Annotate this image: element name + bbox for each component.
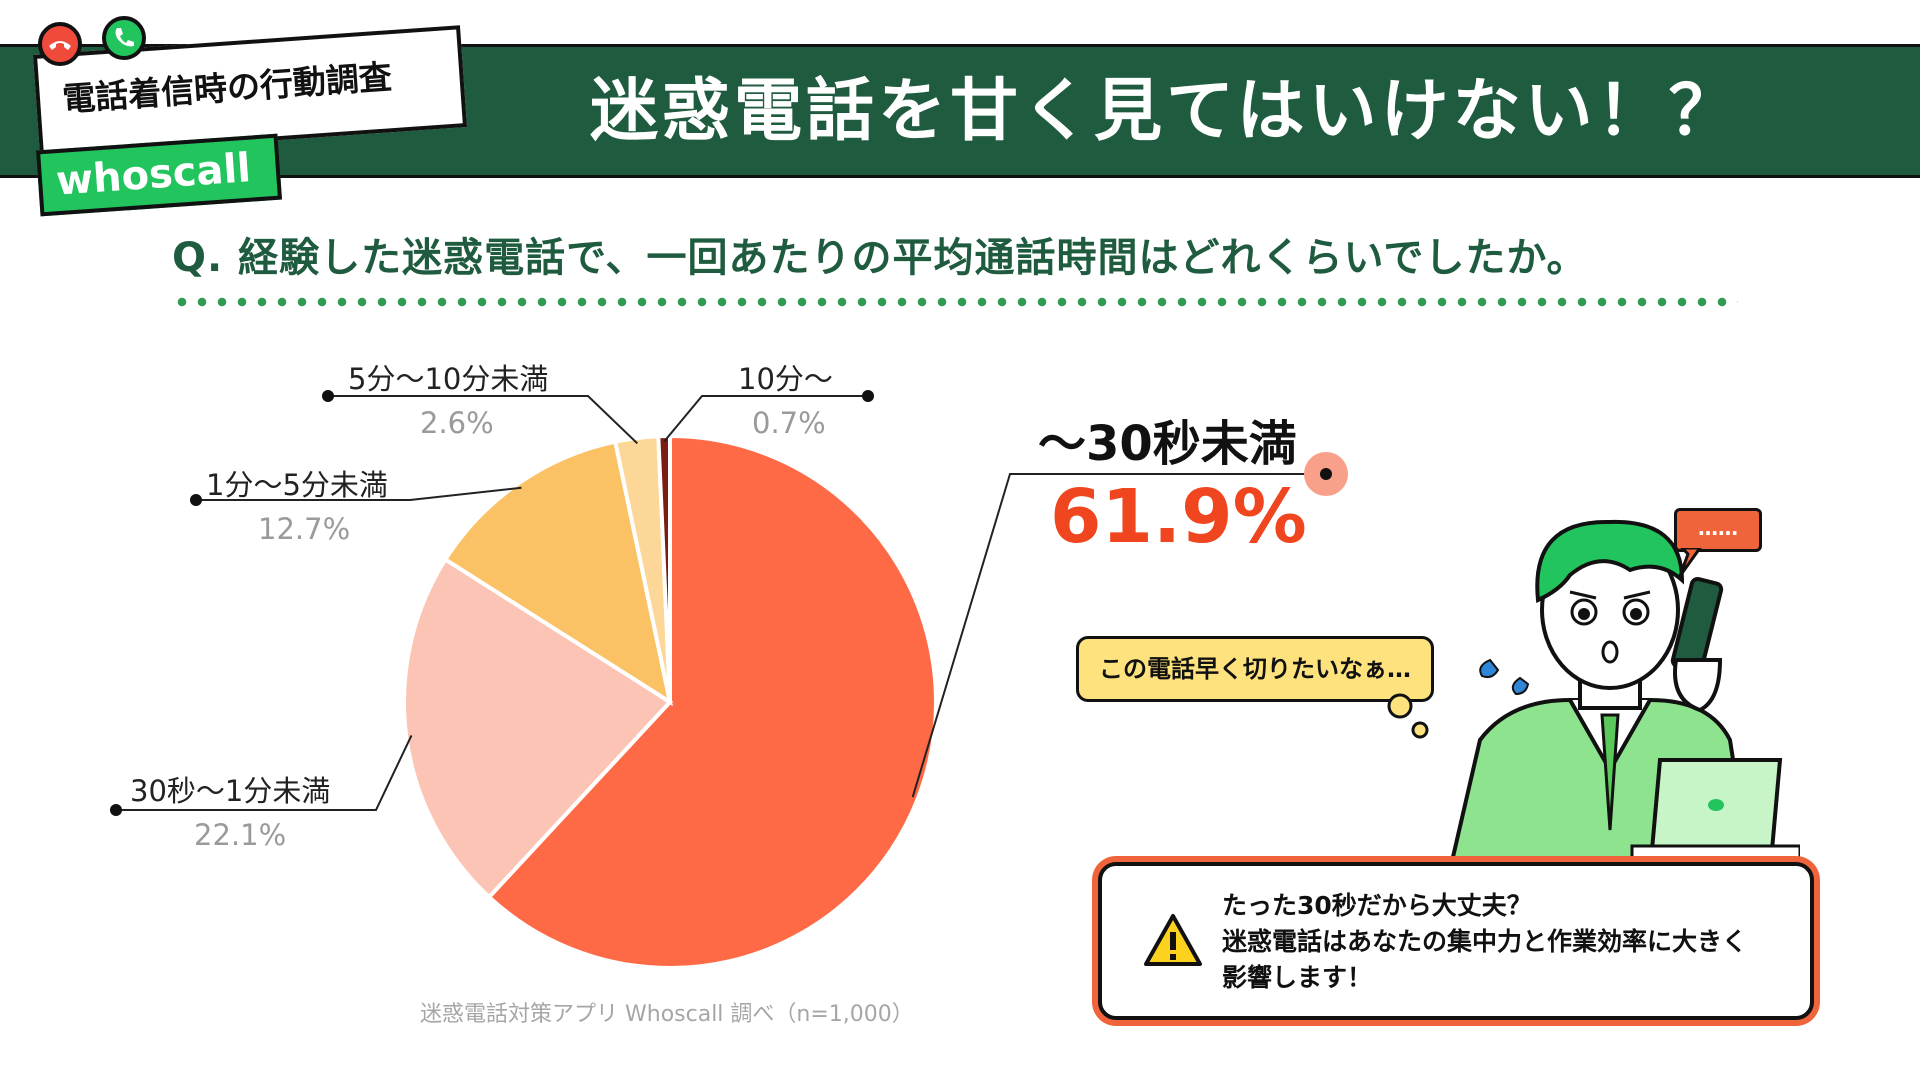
leader-dot-30sto1min	[110, 804, 122, 816]
label-value-under30s: 61.9%	[1050, 474, 1307, 560]
question-text: Q. 経験した迷惑電話で、一回あたりの平均通話時間はどれくらいでしたか。	[172, 235, 1588, 281]
leader-line-30sto1min	[116, 735, 413, 811]
label-category-1to5min: 1分〜5分未満	[206, 468, 388, 502]
pie-slice-1to5min	[442, 439, 673, 707]
warning-icon	[1144, 914, 1202, 966]
answer-call-icon	[102, 16, 146, 60]
dotted-divider	[172, 297, 1738, 307]
chart-source-note: 迷惑電話対策アプリ Whoscall 調べ（n=1,000）	[420, 1002, 914, 1027]
pie-slice-under30s	[486, 433, 938, 970]
leader-dot-10min-plus	[862, 390, 874, 402]
thought-bubble-tail	[1387, 693, 1429, 739]
leader-line-10min-plus	[663, 395, 868, 443]
label-category-5to10min: 5分〜10分未満	[348, 362, 549, 396]
warning-callout	[1098, 862, 1814, 1020]
leader-line-under30s	[911, 473, 1326, 798]
worried-businessman-illustration	[1447, 519, 1800, 870]
main-title: 迷惑電話を甘く見てはいけない！？	[590, 72, 1741, 151]
hang-up-icon	[38, 22, 82, 66]
thought-bubble: この電話早く切りたいなぁ…	[1076, 636, 1434, 702]
label-value-5to10min: 2.6%	[420, 406, 494, 440]
phone-speech-bubble-tail	[1678, 548, 1702, 578]
leader-line-5to10min	[328, 395, 639, 445]
leader-line-1to5min	[196, 486, 522, 501]
warning-line-3: 影響します！	[1222, 963, 1373, 992]
pie-slice-30sto1min	[402, 556, 674, 900]
warning-text: たった30秒だから大丈夫？ 迷惑電話はあなたの集中力と作業効率に大きく 影響しま…	[1222, 888, 1792, 996]
warning-line-2: 迷惑電話はあなたの集中力と作業効率に大きく	[1222, 927, 1748, 956]
label-category-30sto1min: 30秒〜1分未満	[130, 774, 331, 808]
leader-dot-under30s	[1320, 468, 1332, 480]
leader-dot-1to5min	[190, 494, 202, 506]
leader-dot-5to10min	[322, 390, 334, 402]
label-category-under30s: 〜30秒未満	[1038, 416, 1297, 472]
phone-speech-bubble: ……	[1674, 508, 1762, 552]
label-value-10min-plus: 0.7%	[752, 406, 826, 440]
label-category-10min-plus: 10分〜	[738, 362, 833, 396]
label-value-1to5min: 12.7%	[258, 512, 351, 546]
label-value-30sto1min: 22.1%	[194, 818, 287, 852]
warning-line-1: たった30秒だから大丈夫？	[1222, 891, 1532, 920]
